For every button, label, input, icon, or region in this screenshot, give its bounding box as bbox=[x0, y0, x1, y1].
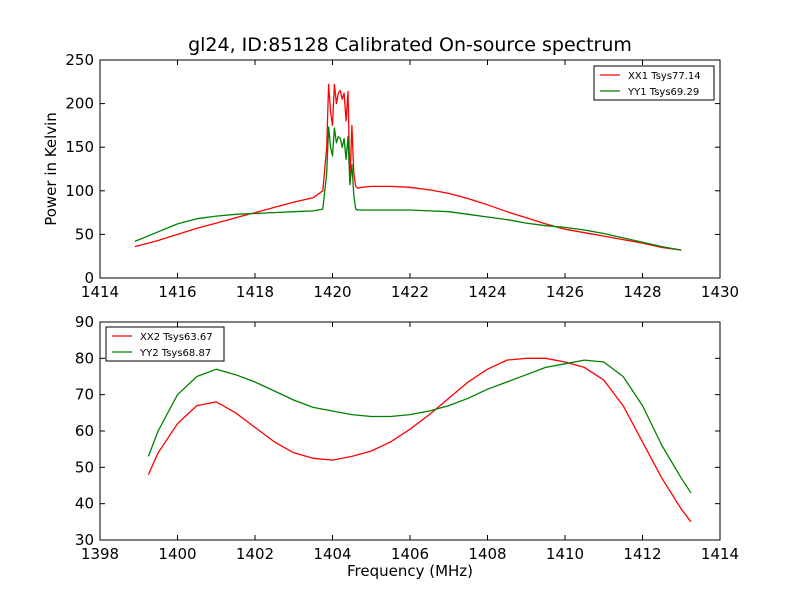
y-tick-label: 0 bbox=[84, 269, 94, 287]
y-tick-label: 30 bbox=[75, 531, 94, 549]
chart-panel-1: gl24, ID:85128 Calibrated On-source spec… bbox=[42, 34, 739, 301]
y-tick-label: 50 bbox=[75, 458, 94, 476]
legend-label-2: YY2 Tsys68.87 bbox=[139, 348, 211, 359]
y-tick-label: 80 bbox=[75, 349, 94, 367]
x-tick-label: 1398 bbox=[81, 545, 119, 563]
y-tick-label: 60 bbox=[75, 422, 94, 440]
legend-box bbox=[105, 326, 225, 362]
x-tick-label: 1412 bbox=[623, 545, 661, 563]
x-axis-label: Frequency (MHz) bbox=[347, 562, 473, 580]
series-line-1 bbox=[147, 357, 692, 523]
x-tick-label: 1400 bbox=[158, 545, 196, 563]
y-tick-label: 250 bbox=[65, 51, 94, 69]
x-tick-label: 1420 bbox=[313, 283, 351, 301]
chart-title: gl24, ID:85128 Calibrated On-source spec… bbox=[188, 34, 632, 56]
legend: XX2 Tsys63.67 YY2 Tsys68.87 bbox=[105, 326, 225, 362]
x-tick-label: 1406 bbox=[391, 545, 429, 563]
x-tick-label: 1430 bbox=[701, 283, 739, 301]
x-tick-label: 1404 bbox=[313, 545, 351, 563]
x-tick-label: 1408 bbox=[468, 545, 506, 563]
y-tick-label: 150 bbox=[65, 138, 94, 156]
y-tick-label: 50 bbox=[75, 225, 94, 243]
series-line-1 bbox=[134, 83, 682, 251]
series-line-2 bbox=[134, 126, 682, 251]
legend-label-1: XX2 Tsys63.67 bbox=[140, 332, 213, 343]
y-tick-label: 40 bbox=[75, 495, 94, 513]
y-axis-label: Power in Kelvin bbox=[42, 112, 60, 226]
y-tick-label: 100 bbox=[65, 182, 94, 200]
x-tick-label: 1410 bbox=[546, 545, 584, 563]
y-tick-label: 70 bbox=[75, 386, 94, 404]
legend-label-1: XX1 Tsys77.14 bbox=[628, 71, 701, 82]
y-tick-label: 200 bbox=[65, 95, 94, 113]
legend-label-2: YY1 Tsys69.29 bbox=[627, 87, 699, 98]
x-tick-label: 1424 bbox=[468, 283, 506, 301]
legend: XX1 Tsys77.14 YY1 Tsys69.29 bbox=[593, 65, 715, 101]
chart-panel-2: 1398 1400 1402 1404 1406 1408 1410 1412 1414 30 40… bbox=[75, 313, 739, 580]
x-tick-label: 1428 bbox=[623, 283, 661, 301]
x-tick-label: 1402 bbox=[236, 545, 274, 563]
x-tick-label: 1426 bbox=[546, 283, 584, 301]
x-tick-label: 1416 bbox=[158, 283, 196, 301]
series-line-2 bbox=[147, 359, 692, 494]
legend-box bbox=[593, 65, 715, 101]
x-tick-label: 1422 bbox=[391, 283, 429, 301]
x-tick-label: 1418 bbox=[236, 283, 274, 301]
x-tick-label: 1414 bbox=[701, 545, 739, 563]
y-tick-label: 90 bbox=[75, 313, 94, 331]
x-tick-label: 1414 bbox=[81, 283, 119, 301]
